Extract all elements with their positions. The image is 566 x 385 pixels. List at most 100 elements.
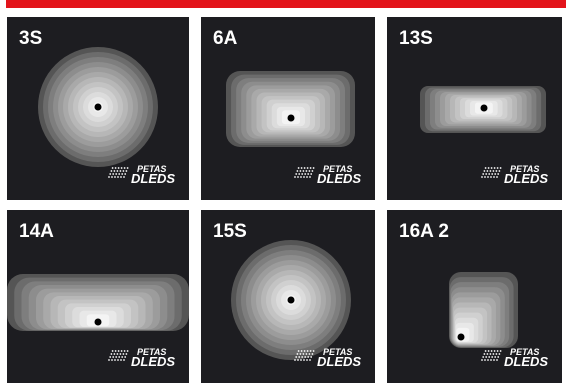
logo-dot — [114, 167, 117, 169]
logo-dot — [486, 353, 489, 355]
logo-dot — [121, 173, 124, 175]
logo-dot — [113, 170, 116, 172]
logo-dot — [295, 356, 298, 358]
beam-center — [287, 114, 295, 122]
logo-dot — [484, 167, 487, 169]
logo-dot — [114, 359, 116, 361]
logo-dot — [490, 350, 493, 352]
logo-dot — [119, 353, 122, 355]
logo-dot — [306, 350, 309, 352]
logo-dot — [484, 359, 486, 361]
logo-dot — [499, 350, 502, 352]
logo-dot — [484, 176, 486, 178]
logo-dot — [297, 176, 299, 178]
logo-dot — [310, 173, 313, 175]
banner — [6, 0, 566, 8]
logo-dot — [121, 356, 124, 358]
logo-dot — [295, 173, 298, 175]
beam-center — [94, 103, 102, 111]
logo-dot — [112, 356, 115, 358]
logo-dot — [483, 353, 486, 355]
logo-dot — [303, 176, 305, 178]
logo-dot — [122, 170, 125, 172]
logo-dot — [126, 167, 129, 169]
logo-dot — [123, 167, 126, 169]
logo-dot — [112, 173, 115, 175]
logo-dot — [488, 356, 491, 358]
logo-dot — [299, 353, 302, 355]
logo-dot — [115, 173, 118, 175]
logo-dot — [300, 176, 302, 178]
logo-dot — [311, 170, 314, 172]
logo-dot — [297, 359, 299, 361]
logo-dot — [311, 353, 314, 355]
logo-dot — [305, 170, 308, 172]
logo-dot — [491, 356, 494, 358]
logo-dot — [301, 173, 304, 175]
logo-dot — [123, 350, 126, 352]
logo-bottom: DLEDS — [317, 354, 361, 369]
logo-dot — [303, 350, 306, 352]
logo-dot — [487, 176, 489, 178]
logo-dot — [294, 176, 296, 178]
logo-dot — [492, 353, 495, 355]
logo-dot — [298, 356, 301, 358]
logo-dot — [498, 353, 501, 355]
logo-dot — [297, 167, 300, 169]
logo-dot — [120, 167, 123, 169]
logo-dot — [114, 176, 116, 178]
logo-dot — [309, 176, 311, 178]
logo-dot — [307, 356, 310, 358]
logo-bottom: DLEDS — [131, 171, 175, 186]
logo-dot — [300, 350, 303, 352]
logo-dot — [123, 176, 125, 178]
logo-dot — [111, 350, 114, 352]
logo-dot — [495, 170, 498, 172]
logo-dot — [481, 176, 483, 178]
logo-dot — [123, 359, 125, 361]
logo-dot — [299, 170, 302, 172]
logo-dot — [485, 173, 488, 175]
logo-dot — [113, 353, 116, 355]
logo-dot — [488, 173, 491, 175]
logo-dot — [120, 176, 122, 178]
logo-top: PETAS — [137, 347, 166, 357]
tile-label: 14A — [19, 221, 54, 242]
logo-dot — [493, 350, 496, 352]
logo-dot — [116, 170, 119, 172]
logo-dot — [110, 353, 113, 355]
logo-dot — [300, 167, 303, 169]
logo-dot — [304, 356, 307, 358]
logo-dot — [306, 359, 308, 361]
logo-dot — [303, 359, 305, 361]
logo-dot — [301, 356, 304, 358]
logo-dot — [310, 356, 313, 358]
logo-dot — [111, 176, 113, 178]
logo-dot — [306, 176, 308, 178]
logo-dot — [496, 350, 499, 352]
tile-label: 3S — [19, 28, 42, 49]
logo-dot — [302, 353, 305, 355]
logo-dot — [308, 170, 311, 172]
logo-dot — [482, 173, 485, 175]
logo-dot — [307, 173, 310, 175]
logo-dot — [118, 356, 121, 358]
logo-dot — [492, 170, 495, 172]
logo-dot — [124, 173, 127, 175]
logo-dot — [125, 170, 128, 172]
logo-dot — [298, 173, 301, 175]
logo-top: PETAS — [323, 164, 352, 174]
logo-dot — [481, 359, 483, 361]
logo-dot — [117, 350, 120, 352]
logo-dot — [294, 359, 296, 361]
logo-dot — [498, 170, 501, 172]
logo-dot — [117, 176, 119, 178]
logo-bottom: DLEDS — [504, 354, 548, 369]
logo-dot — [117, 167, 120, 169]
beam-center — [457, 333, 465, 341]
logo-dot — [304, 173, 307, 175]
